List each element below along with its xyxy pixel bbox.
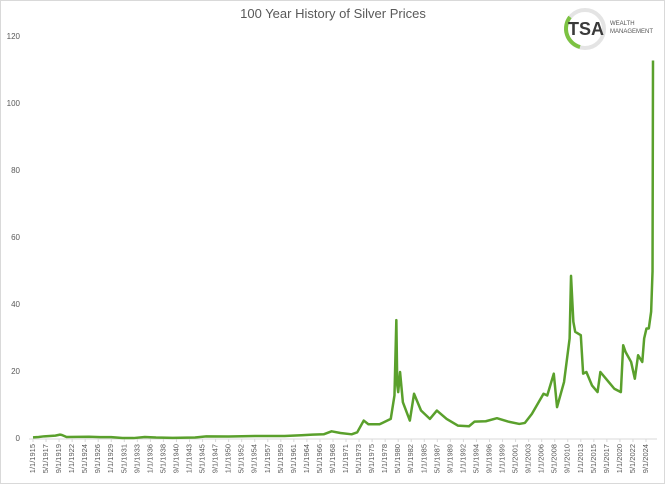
x-tick-label: 5/1/1924 <box>80 444 89 473</box>
logo-line: MANAGEMENT <box>610 29 653 35</box>
x-tick-label: 1/1/2013 <box>576 444 585 473</box>
x-tick-label: 5/1/2008 <box>550 444 559 473</box>
y-tick-label: 0 <box>16 434 21 443</box>
x-tick-label: 9/1/2017 <box>602 444 611 473</box>
x-tick-label: 5/1/1931 <box>119 444 128 473</box>
x-tick-label: 5/1/1917 <box>41 444 50 473</box>
x-tick-label: 1/1/2020 <box>615 444 624 473</box>
x-tick-label: 1/1/1992 <box>458 444 467 473</box>
x-tick-label: 5/1/2001 <box>511 444 520 473</box>
logo-arc <box>564 15 581 49</box>
x-tick-label: 5/1/1959 <box>276 444 285 473</box>
x-tick-label: 9/1/1975 <box>367 444 376 473</box>
x-tick-label: 1/1/1971 <box>341 444 350 473</box>
x-tick-label: 5/1/1987 <box>432 444 441 473</box>
y-tick-label: 100 <box>7 99 21 108</box>
x-tick-label: 1/1/1915 <box>28 444 37 473</box>
x-tick-label: 5/1/2015 <box>589 444 598 473</box>
y-tick-label: 60 <box>11 233 20 242</box>
x-tick-label: 9/1/1982 <box>406 444 415 473</box>
x-tick-label: 1/1/1999 <box>498 444 507 473</box>
y-tick-label: 120 <box>7 32 21 41</box>
x-tick-label: 9/1/1940 <box>171 444 180 473</box>
x-tick-label: 5/1/1945 <box>198 444 207 473</box>
y-tick-label: 20 <box>11 367 20 376</box>
x-tick-label: 1/1/1922 <box>67 444 76 473</box>
x-tick-label: 5/1/1966 <box>315 444 324 473</box>
x-tick-label: 5/1/2022 <box>628 444 637 473</box>
x-tick-label: 5/1/1938 <box>158 444 167 473</box>
x-tick-label: 1/1/1964 <box>302 444 311 473</box>
x-tick-label: 9/1/2010 <box>563 444 572 473</box>
x-tick-label: 1/1/1985 <box>419 444 428 473</box>
x-tick-label: 9/1/1954 <box>250 444 259 473</box>
x-tick-label: 1/1/1943 <box>184 444 193 473</box>
x-tick-label: 9/1/1989 <box>445 444 454 473</box>
price-line <box>32 60 655 440</box>
x-tick-label: 1/1/2006 <box>537 444 546 473</box>
x-tick-label: 1/1/1950 <box>224 444 233 473</box>
x-tick-label: 9/1/2003 <box>524 444 533 473</box>
x-tick-label: 1/1/1978 <box>380 444 389 473</box>
y-tick-label: 40 <box>11 300 20 309</box>
x-tick-label: 1/1/1929 <box>106 444 115 473</box>
x-tick-label: 5/1/1994 <box>471 444 480 473</box>
x-tick-label: 9/1/1919 <box>54 444 63 473</box>
chart-title: 100 Year History of Silver Prices <box>240 6 426 21</box>
x-tick-label: 1/1/1936 <box>145 444 154 473</box>
x-tick-label: 9/1/1996 <box>484 444 493 473</box>
x-tick-label: 5/1/1980 <box>393 444 402 473</box>
x-tick-label: 9/1/1961 <box>289 444 298 473</box>
logo-name: TSA <box>568 19 604 39</box>
x-tick-label: 9/1/1933 <box>132 444 141 473</box>
x-tick-label: 9/1/1947 <box>211 444 220 473</box>
x-tick-label: 1/1/1957 <box>263 444 272 473</box>
x-tick-label: 5/1/1973 <box>354 444 363 473</box>
logo: TSA WEALTH MANAGEMENT <box>564 8 653 50</box>
x-tick-label: 9/1/2024 <box>641 444 650 473</box>
x-tick-label: 9/1/1968 <box>328 444 337 473</box>
logo-line: WEALTH <box>610 21 635 27</box>
y-tick-label: 80 <box>11 166 20 175</box>
x-tick-label: 5/1/1952 <box>237 444 246 473</box>
x-tick-label: 9/1/1926 <box>93 444 102 473</box>
